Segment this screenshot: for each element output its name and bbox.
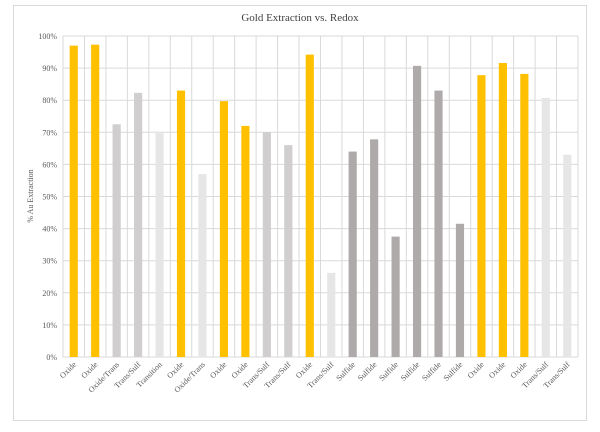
bar — [541, 97, 550, 357]
bar — [498, 62, 507, 358]
y-tick-label: 70% — [42, 128, 57, 137]
y-tick-label: 20% — [42, 289, 57, 298]
x-tick-label: Oxide — [487, 360, 508, 381]
y-tick-label: 50% — [42, 193, 57, 202]
bar — [241, 125, 250, 357]
bar — [69, 45, 78, 357]
x-tick-label: Oxide — [58, 360, 79, 381]
y-tick-label: 0% — [46, 353, 57, 362]
x-tick-label: Oxide — [208, 360, 229, 381]
bar — [434, 90, 443, 357]
y-tick-label: 100% — [38, 32, 57, 41]
bar — [348, 151, 357, 357]
y-tick-label: 80% — [42, 96, 57, 105]
bar — [91, 44, 100, 358]
y-tick-label: 60% — [42, 160, 57, 169]
x-tick-label: Sulfide — [420, 360, 443, 383]
x-tick-label: Sulfide — [356, 360, 379, 383]
y-tick-label: 10% — [42, 321, 57, 330]
bar — [262, 132, 271, 357]
x-tick-label: Sulfide — [377, 360, 400, 383]
bar — [284, 145, 293, 357]
bar — [370, 139, 379, 357]
bar — [112, 124, 121, 358]
bar — [134, 92, 143, 357]
bar — [563, 154, 572, 357]
bar — [305, 54, 314, 357]
bar — [520, 73, 529, 358]
y-tick-label: 30% — [42, 257, 57, 266]
bar — [198, 174, 207, 357]
y-axis-label: % Au Extraction — [26, 169, 35, 222]
bar — [176, 90, 186, 357]
x-tick-label: Oxide — [466, 360, 487, 381]
bar — [327, 272, 336, 357]
chart-frame — [13, 5, 587, 421]
y-tick-label: 40% — [42, 225, 57, 234]
chart-title: Gold Extraction vs. Redox — [241, 12, 359, 24]
bar — [412, 65, 422, 357]
bar — [477, 75, 486, 358]
y-tick-label: 90% — [42, 64, 57, 73]
x-tick-label: Sulfide — [334, 360, 357, 383]
bar — [391, 236, 400, 357]
bar — [455, 223, 465, 357]
bar — [155, 131, 164, 357]
x-tick-label: Sulfide — [399, 360, 422, 383]
bar — [219, 101, 229, 358]
x-tick-label: Sulfide — [442, 360, 465, 383]
